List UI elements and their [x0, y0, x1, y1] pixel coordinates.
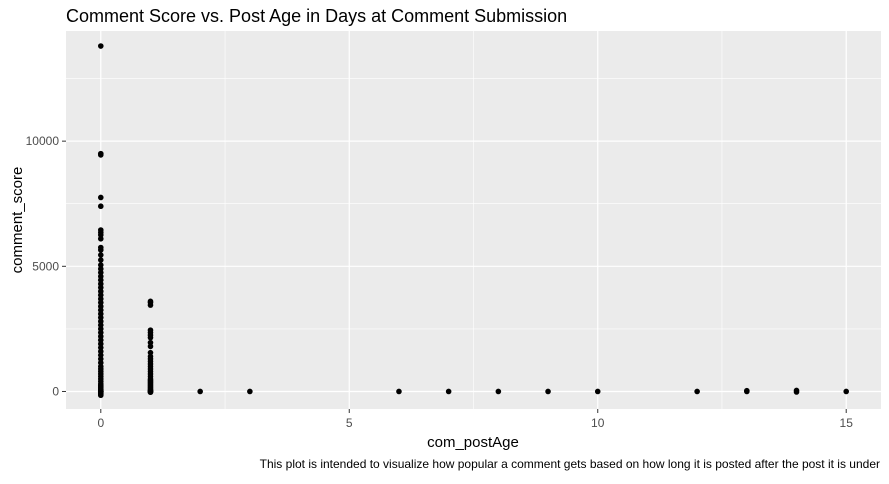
data-point — [147, 389, 154, 396]
data-point — [147, 302, 154, 308]
data-points-layer — [97, 43, 850, 399]
data-point — [793, 389, 800, 395]
plot-caption: This plot is intended to visualize how p… — [260, 457, 880, 471]
data-point — [97, 257, 104, 263]
data-point — [97, 43, 104, 49]
x-tick-label: 5 — [346, 416, 353, 430]
x-tick-label: 0 — [97, 416, 104, 430]
chart-title: Comment Score vs. Post Age in Days at Co… — [66, 6, 567, 26]
data-point — [147, 334, 154, 341]
data-point — [744, 388, 750, 395]
data-point — [445, 388, 452, 395]
data-point — [97, 252, 104, 258]
y-tick-label: 0 — [52, 384, 59, 398]
x-tick-label: 15 — [840, 416, 854, 430]
axis-layer: 0 5 10 15 0 5000 10000 — [26, 134, 854, 430]
y-tick-label: 10000 — [26, 134, 60, 148]
data-point — [545, 388, 551, 395]
data-point — [97, 152, 104, 158]
data-point — [97, 194, 104, 201]
data-point — [843, 388, 850, 395]
data-point — [247, 388, 253, 395]
data-point — [147, 343, 154, 350]
y-tick-label: 5000 — [32, 259, 59, 273]
x-tick-label: 10 — [591, 416, 605, 430]
data-point — [97, 392, 104, 399]
x-axis-label: com_postAge — [427, 434, 519, 451]
data-point — [97, 247, 104, 253]
data-point — [97, 203, 104, 210]
data-point — [694, 388, 700, 395]
data-point — [97, 235, 104, 242]
data-point — [396, 388, 402, 395]
y-axis-label: comment_score — [9, 167, 26, 274]
data-point — [594, 388, 601, 395]
data-point — [495, 388, 502, 395]
data-point — [197, 388, 203, 395]
